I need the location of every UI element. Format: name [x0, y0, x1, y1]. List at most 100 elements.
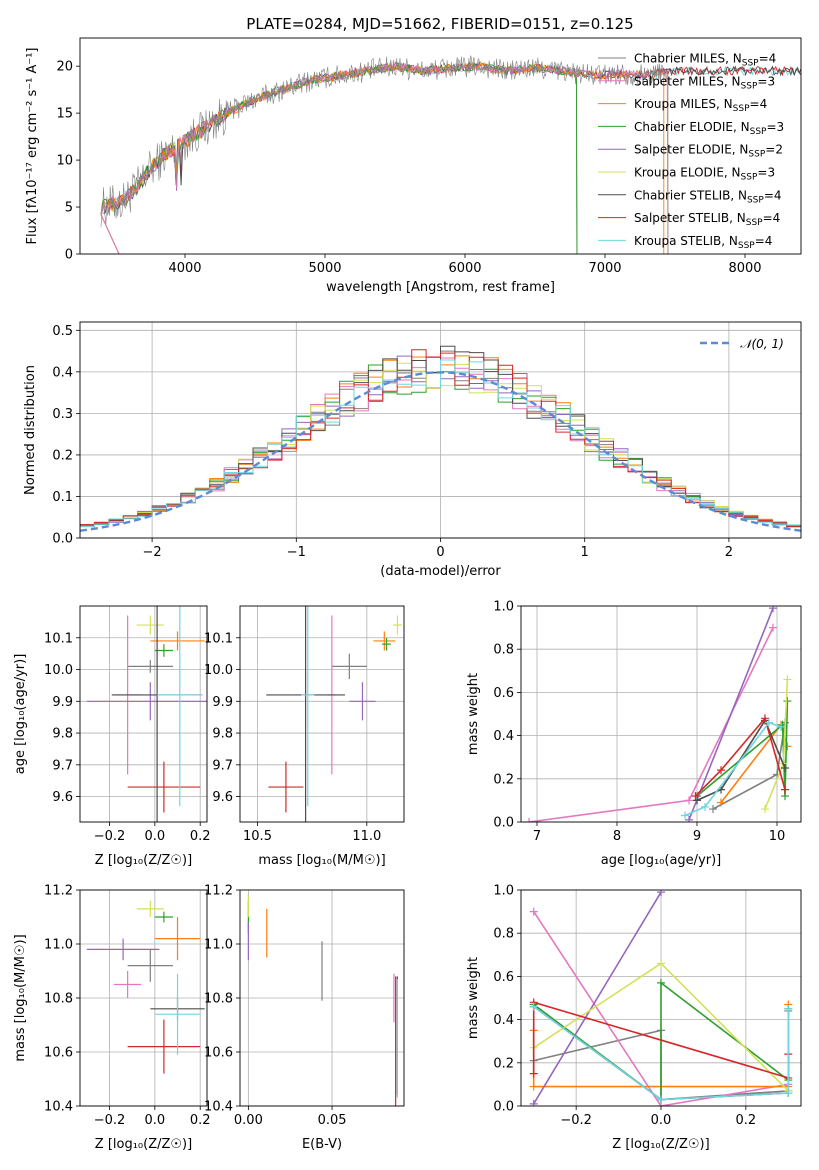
x-tick-label: 8000 — [728, 261, 761, 276]
x-tick-label: 0.0 — [144, 1113, 165, 1128]
mass-weight-series-line — [684, 721, 782, 817]
y-tick-label: 10.4 — [204, 1100, 233, 1115]
mass-weight-marker — [761, 805, 769, 814]
x-axis-label: E(B-V) — [302, 1137, 342, 1152]
mass-weight-marker — [529, 1002, 538, 1011]
mass-weight-marker — [709, 805, 717, 814]
legend-label: Chabrier ELODIE, NSSP=3 — [634, 120, 784, 137]
mass-vs-ebv-panel: 0.00 0.05 10.4 10.6 10.8 11.0 11.2 E(B-V) — [204, 884, 405, 1152]
y-axis-label: mass [log₁₀(M/M☉)] — [13, 934, 28, 1061]
legend-label-main: Chabrier STELIB, N — [634, 188, 747, 202]
mass-weight-vs-metallicity-panel: −0.2 0.0 0.2 0.0 0.2 0.4 0.6 0.8 1.0 Z [log₁₀(Z/Z… — [466, 884, 802, 1152]
legend-label-main: Kroupa MILES, N — [634, 97, 733, 111]
axes-frame — [239, 605, 405, 823]
legend-label: 𝒩(0, 1) — [740, 337, 784, 351]
y-tick-label: 11.0 — [44, 938, 73, 953]
y-tick-label: 10.8 — [204, 992, 233, 1007]
mass-weight-series-line — [696, 718, 786, 802]
mass-weight-marker — [529, 907, 538, 916]
legend-label-subscript: SSP — [733, 104, 750, 114]
y-axis-label: mass weight — [466, 673, 481, 755]
axes-frame — [520, 605, 802, 823]
mass-weight-vs-age-panel: 7 8 9 10 0.0 0.2 0.4 0.6 0.8 1.0 age [log₁₀(age/yr… — [466, 600, 802, 868]
x-axis-label: mass [log₁₀(M/M☉)] — [258, 853, 385, 868]
y-tick-label: 10.0 — [44, 663, 73, 678]
legend-label-subscript: SSP — [750, 127, 767, 137]
x-tick-label: −1 — [287, 545, 306, 560]
y-tick-label: 0.8 — [493, 927, 514, 942]
mass-weight-marker — [717, 766, 725, 775]
mass-weight-marker — [657, 1095, 665, 1104]
spectrum-series-line — [100, 55, 669, 254]
x-tick-label: 10 — [769, 829, 786, 844]
figure-title: PLATE=0284, MJD=51662, FIBERID=0151, z=0… — [246, 15, 633, 33]
age-vs-metallicity-panel: −0.2 0.0 0.2 9.6 9.7 9.8 9.9 10.0 10.1 Z [log₁₀(Z… — [13, 605, 211, 868]
legend-label-main: Chabrier ELODIE, N — [634, 120, 750, 134]
mass-weight-marker — [765, 718, 773, 727]
y-tick-label: 0 — [65, 248, 73, 263]
x-tick-label: −0.2 — [560, 1113, 592, 1128]
y-tick-label: 1.0 — [493, 600, 514, 615]
axes-frame — [79, 37, 802, 255]
mass-weight-series-line — [694, 716, 786, 797]
legend-label: Kroupa STELIB, NSSP=4 — [634, 234, 772, 251]
x-tick-label: −0.2 — [94, 1113, 126, 1128]
axes-frame — [79, 605, 208, 823]
axes-frame — [79, 889, 208, 1107]
x-tick-label: −2 — [143, 545, 162, 560]
x-tick-label: 0.0 — [144, 829, 165, 844]
mass-weight-marker — [784, 1089, 793, 1098]
x-tick-label: 0 — [436, 545, 444, 560]
y-tick-label: 1.0 — [493, 884, 514, 899]
x-tick-label: 11.0 — [352, 829, 381, 844]
legend-label-end: =4 — [755, 234, 773, 248]
y-axis-label: age [log₁₀(age/yr)] — [13, 654, 28, 775]
mass-weight-marker — [769, 606, 777, 613]
legend-label: Salpeter MILES, NSSP=3 — [634, 74, 775, 91]
x-axis-label: Z [log₁₀(Z/Z☉)] — [95, 1137, 192, 1152]
legend-label-subscript: SSP — [742, 59, 759, 69]
spectrum-panel: 4000 5000 6000 7000 8000 0 5 10 15 20 wavelength [… — [25, 37, 802, 295]
legend-label-end: =3 — [766, 120, 784, 134]
x-tick-label: 6000 — [448, 261, 481, 276]
legend-label-end: =4 — [750, 97, 768, 111]
legend-label-subscript: SSP — [741, 81, 758, 91]
mass-weight-marker — [717, 798, 725, 807]
mass-weight-series-line — [688, 607, 774, 821]
legend-label: Kroupa MILES, NSSP=4 — [634, 97, 767, 114]
x-tick-label: 0.00 — [234, 1113, 263, 1128]
spectrum-series-line — [100, 61, 669, 254]
y-tick-label: 10.6 — [204, 1046, 233, 1061]
legend-label-end: =3 — [757, 74, 775, 88]
y-tick-label: 9.8 — [52, 727, 73, 742]
x-tick-label: 8 — [613, 829, 621, 844]
x-tick-label: −0.2 — [94, 829, 126, 844]
spectrum-series-line — [100, 61, 578, 254]
mass-weight-marker — [657, 959, 665, 968]
x-tick-label: 0.2 — [190, 829, 211, 844]
mass-weight-marker — [685, 796, 693, 805]
y-tick-label: 11.2 — [44, 884, 73, 899]
x-axis-label: Z [log₁₀(Z/Z☉)] — [612, 1137, 709, 1152]
legend-label-subscript: SSP — [748, 150, 765, 160]
y-tick-label: 0.1 — [52, 490, 73, 505]
y-axis-label: mass weight — [466, 957, 481, 1039]
y-tick-label: 9.7 — [52, 758, 73, 773]
y-tick-label: 0.6 — [493, 970, 514, 985]
legend-label-main: Chabrier MILES, N — [634, 52, 742, 66]
mass-weight-marker — [783, 675, 792, 684]
mass-vs-metallicity-panel: −0.2 0.0 0.2 10.4 10.6 10.8 11.0 11.2 Z [log₁₀(Z… — [13, 884, 211, 1153]
legend-label: Salpeter STELIB, NSSP=4 — [634, 211, 780, 228]
mass-weight-marker — [691, 792, 700, 801]
y-tick-label: 9.8 — [212, 727, 233, 742]
y-axis-label: Flux [fλ10⁻¹⁷ erg cm⁻² s⁻¹ A⁻¹] — [25, 48, 40, 245]
y-tick-label: 10.8 — [44, 992, 73, 1007]
y-tick-label: 10.1 — [44, 631, 73, 646]
mass-weight-marker — [777, 722, 785, 731]
y-tick-label: 0.0 — [493, 816, 514, 831]
legend-label: Salpeter ELODIE, NSSP=2 — [634, 143, 783, 160]
residual-histogram-steps — [80, 349, 801, 529]
y-tick-label: 0.8 — [493, 643, 514, 658]
mass-weight-marker — [529, 1099, 538, 1106]
mass-weight-marker — [784, 1004, 793, 1013]
